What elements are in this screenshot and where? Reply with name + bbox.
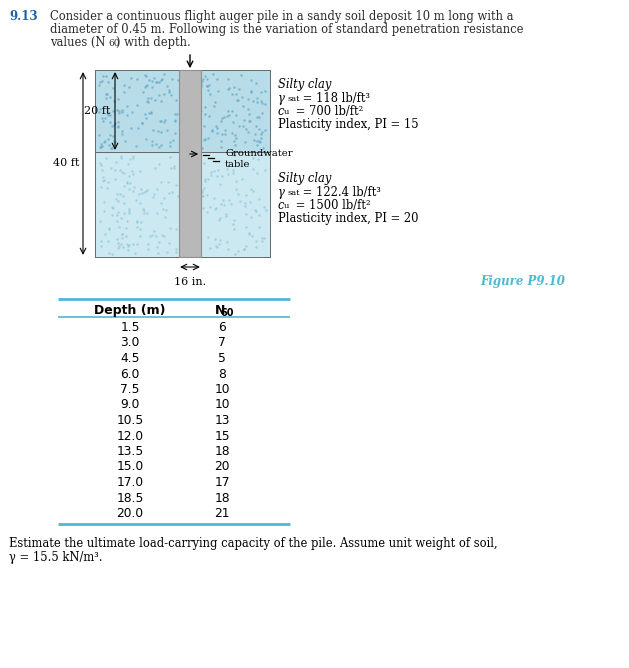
Text: 6.0: 6.0: [120, 367, 140, 381]
Text: 13.5: 13.5: [116, 445, 143, 458]
Text: 18: 18: [214, 492, 230, 504]
Text: Plasticity index, PI = 20: Plasticity index, PI = 20: [278, 212, 418, 225]
Text: 17: 17: [214, 476, 230, 489]
Text: 7.5: 7.5: [120, 383, 140, 396]
Text: = 122.4 lb/ft³: = 122.4 lb/ft³: [299, 186, 381, 199]
Text: 15.0: 15.0: [116, 460, 143, 474]
Text: 12.0: 12.0: [116, 430, 143, 442]
Text: 9.0: 9.0: [120, 399, 140, 411]
Text: Silty clay: Silty clay: [278, 78, 331, 91]
Text: Groundwater: Groundwater: [225, 149, 292, 158]
Text: 16 in.: 16 in.: [174, 277, 206, 287]
Text: 17.0: 17.0: [116, 476, 143, 489]
Text: Silty clay: Silty clay: [278, 172, 331, 185]
Text: Depth (m): Depth (m): [94, 304, 166, 317]
Text: c: c: [278, 199, 284, 212]
Text: 18: 18: [214, 445, 230, 458]
Text: = 700 lb/ft²: = 700 lb/ft²: [292, 105, 364, 118]
Text: 6: 6: [218, 321, 226, 334]
Text: 10: 10: [214, 383, 230, 396]
Bar: [179, 70, 201, 257]
Text: Estimate the ultimate load-carrying capacity of the pile. Assume unit weight of : Estimate the ultimate load-carrying capa…: [9, 536, 498, 550]
Text: 20.0: 20.0: [116, 507, 143, 520]
Text: u: u: [284, 108, 289, 116]
Text: γ: γ: [278, 186, 285, 199]
Text: Consider a continuous flight auger pile in a sandy soil deposit 10 m long with a: Consider a continuous flight auger pile …: [50, 10, 513, 23]
Text: 20: 20: [214, 460, 230, 474]
Text: 13: 13: [214, 414, 230, 427]
Text: 21: 21: [214, 507, 230, 520]
Text: = 1500 lb/ft²: = 1500 lb/ft²: [292, 199, 370, 212]
Bar: [95, 152, 270, 257]
Text: 7: 7: [218, 337, 226, 349]
Text: 20 ft: 20 ft: [84, 106, 110, 116]
Text: 1.5: 1.5: [120, 321, 140, 334]
Text: 9.13: 9.13: [9, 10, 38, 23]
Text: = 118 lb/ft³: = 118 lb/ft³: [299, 92, 370, 105]
Text: 18.5: 18.5: [116, 492, 143, 504]
Text: 60: 60: [220, 308, 234, 318]
Text: values (N: values (N: [50, 36, 106, 49]
Text: table: table: [225, 160, 250, 169]
Text: 8: 8: [218, 367, 226, 381]
Text: 4.5: 4.5: [120, 352, 140, 365]
Bar: [95, 70, 270, 152]
Text: 10: 10: [214, 399, 230, 411]
Text: 3.0: 3.0: [120, 337, 140, 349]
Text: 60: 60: [108, 39, 120, 48]
Text: 10.5: 10.5: [116, 414, 143, 427]
Text: diameter of 0.45 m. Following is the variation of standard penetration resistanc: diameter of 0.45 m. Following is the var…: [50, 23, 523, 36]
Text: c: c: [278, 105, 284, 118]
Text: γ: γ: [278, 92, 285, 105]
Text: ) with depth.: ) with depth.: [116, 36, 191, 49]
Text: 40 ft: 40 ft: [53, 158, 79, 168]
Text: sat: sat: [287, 95, 299, 103]
Text: Plasticity index, PI = 15: Plasticity index, PI = 15: [278, 118, 419, 131]
Text: sat: sat: [287, 189, 299, 197]
Text: Figure P9.10: Figure P9.10: [480, 275, 565, 288]
Text: 15: 15: [214, 430, 230, 442]
Text: N: N: [215, 304, 225, 317]
Text: u: u: [284, 202, 289, 210]
Text: γ = 15.5 kN/m³.: γ = 15.5 kN/m³.: [9, 550, 103, 564]
Text: 5: 5: [218, 352, 226, 365]
